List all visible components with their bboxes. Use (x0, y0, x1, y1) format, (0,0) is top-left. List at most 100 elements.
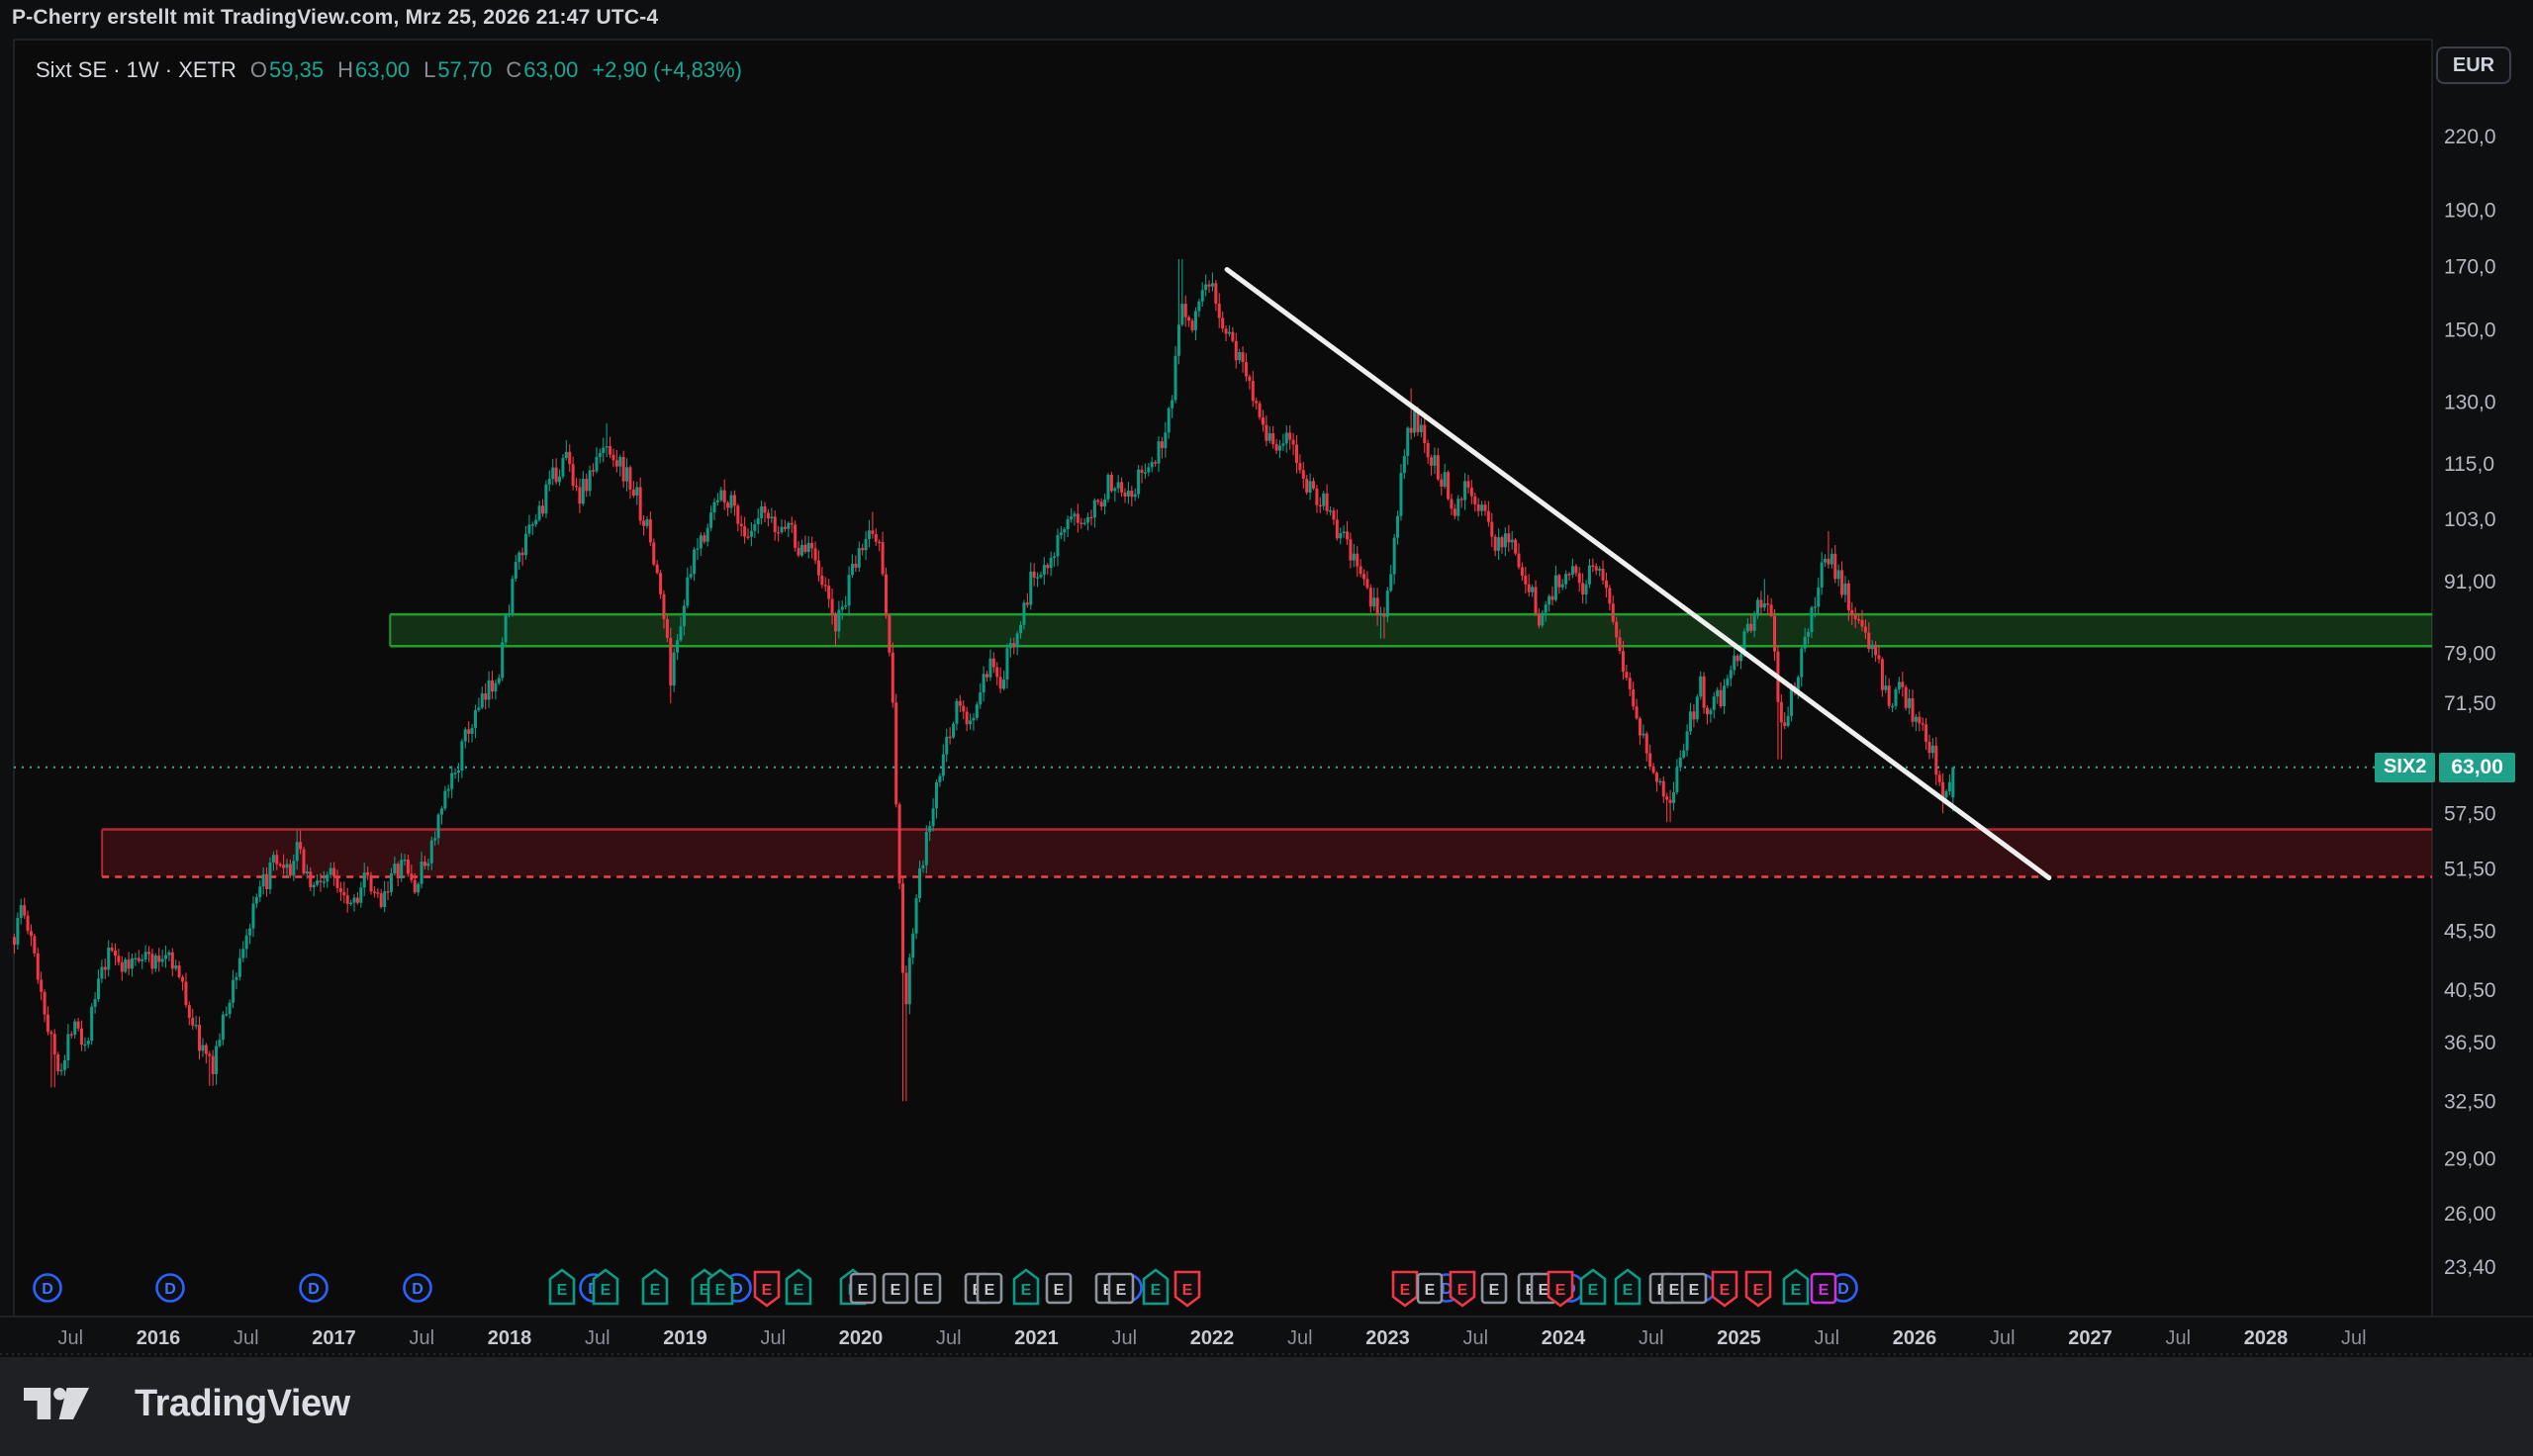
last-price-label[interactable]: SIX2 63,00 (2375, 752, 2515, 782)
candle-body (258, 886, 262, 898)
dividend-marker-icon[interactable]: D (33, 1273, 62, 1303)
price-axis[interactable]: 220,0 190,0 170,0 150,0 130,0 115,0 103,0 91,00… (2444, 126, 2496, 1279)
candle-body (1726, 678, 1730, 686)
earnings-beat-icon[interactable]: E (1012, 1268, 1040, 1306)
candle-body (1025, 602, 1029, 605)
earnings-neutral-icon[interactable]: E (1680, 1272, 1708, 1305)
tradingview-logo[interactable]: TradingView (24, 1383, 350, 1425)
candle-body (1298, 463, 1302, 471)
earnings-miss-icon[interactable]: E (1391, 1270, 1419, 1308)
earnings-neutral-icon[interactable]: E (976, 1272, 1003, 1305)
earnings-miss-icon[interactable]: E (1547, 1270, 1574, 1308)
earnings-beat-icon[interactable]: E (785, 1268, 812, 1306)
earnings-beat-icon[interactable]: E (1782, 1268, 1810, 1306)
candle-body (621, 456, 625, 482)
candle-body (366, 871, 370, 875)
candle-body (1002, 680, 1006, 689)
candle-body (1601, 568, 1605, 581)
earnings-beat-icon[interactable]: E (1614, 1268, 1642, 1306)
candle-body (470, 727, 474, 734)
candle-body (316, 880, 320, 885)
earnings-neutral-icon[interactable]: E (1107, 1272, 1135, 1305)
candle-body (1190, 320, 1194, 330)
earnings-beat-icon[interactable]: E (641, 1268, 669, 1306)
earnings-beat-icon[interactable]: E (548, 1268, 576, 1306)
candle-body (682, 605, 686, 627)
candle-body (1187, 317, 1191, 321)
candle-body (1217, 303, 1221, 318)
candle-body (1773, 615, 1777, 652)
candle-body (147, 952, 151, 955)
earnings-miss-icon[interactable]: E (1449, 1270, 1476, 1308)
candle-body (1359, 566, 1362, 575)
earnings-neutral-icon[interactable]: E (1660, 1272, 1688, 1305)
earnings-neutral-icon[interactable]: E (1416, 1272, 1444, 1305)
earnings-neutral-icon[interactable]: E (1480, 1272, 1508, 1305)
chart-pane[interactable] (14, 40, 2533, 1317)
price-tick-label: 190,0 (2444, 200, 2496, 223)
candle-body (1550, 595, 1554, 600)
price-axis-pane[interactable] (2432, 40, 2533, 1317)
candle-body (410, 873, 414, 880)
tradingview-logo-text: TradingView (135, 1383, 350, 1424)
earnings-miss-icon[interactable]: E (1744, 1270, 1772, 1308)
candle-body (1947, 781, 1951, 792)
candle-body (1241, 352, 1245, 363)
earnings-neutral-icon[interactable]: E (882, 1272, 909, 1305)
candle-body (871, 530, 875, 534)
candle-body (1070, 516, 1074, 520)
candle-body (201, 1045, 205, 1051)
descending-trendline[interactable] (1224, 266, 2052, 880)
time-tick-month: Jul (57, 1327, 83, 1349)
candle-body (1581, 583, 1585, 595)
candle-body (790, 522, 794, 525)
supply-zone[interactable] (390, 614, 2432, 647)
candle-body (864, 538, 868, 551)
candle-body (1644, 733, 1648, 754)
candlestick-series[interactable] (12, 258, 1955, 1102)
demand-zone[interactable] (102, 829, 2433, 877)
event-markers[interactable]: DDDDDEEEDEEEEEEEEEEEEDEEEEEDEEEEDEEEEEED… (33, 1268, 1858, 1308)
earnings-beat-icon[interactable]: E (1142, 1268, 1170, 1306)
earnings-neutral-icon[interactable]: E (1045, 1272, 1073, 1305)
dividend-marker-icon[interactable]: D (299, 1273, 328, 1303)
candle-body (1409, 427, 1413, 433)
candle-body (1463, 481, 1467, 500)
candle-body (1628, 678, 1632, 689)
price-tick-label: 103,0 (2444, 508, 2496, 531)
candle-body (840, 606, 844, 610)
candle-body (174, 965, 178, 969)
candle-body (1779, 701, 1783, 723)
candle-body (642, 520, 646, 526)
earnings-miss-icon[interactable]: E (1711, 1270, 1738, 1308)
candle-body (1382, 613, 1386, 617)
svg-text:E: E (762, 1282, 773, 1299)
time-axis[interactable]: Jul 2016 Jul 2017 Jul 2018 Jul 2019 Jul 2020 Jul 20… (57, 1327, 2366, 1349)
candle-body (114, 951, 118, 956)
time-tick-month: Jul (1287, 1327, 1313, 1349)
candle-body (443, 790, 447, 809)
currency-toggle-button[interactable]: EUR (2436, 46, 2511, 84)
earnings-neutral-icon[interactable]: E (849, 1272, 877, 1305)
price-tick-label: 51,50 (2444, 858, 2496, 880)
earnings-special-icon[interactable]: E (1810, 1272, 1837, 1305)
earnings-beat-icon[interactable]: E (706, 1268, 734, 1306)
candle-body (1810, 607, 1814, 633)
candle-body (369, 874, 373, 892)
dividend-marker-icon[interactable]: D (403, 1273, 432, 1303)
candle-body (1635, 706, 1639, 719)
earnings-beat-icon[interactable]: E (1579, 1268, 1607, 1306)
candle-body (1894, 688, 1898, 706)
candle-body (1860, 620, 1864, 627)
candle-body (799, 544, 803, 556)
earnings-beat-icon[interactable]: E (592, 1268, 619, 1306)
candle-body (1796, 677, 1800, 690)
candle-body (988, 658, 992, 678)
earnings-miss-icon[interactable]: E (753, 1270, 781, 1308)
candle-body (1312, 481, 1316, 489)
symbol-title[interactable]: Sixt SE · 1W · XETR (36, 57, 236, 82)
earnings-miss-icon[interactable]: E (1173, 1270, 1201, 1308)
dividend-marker-icon[interactable]: D (155, 1273, 185, 1303)
earnings-neutral-icon[interactable]: E (914, 1272, 942, 1305)
